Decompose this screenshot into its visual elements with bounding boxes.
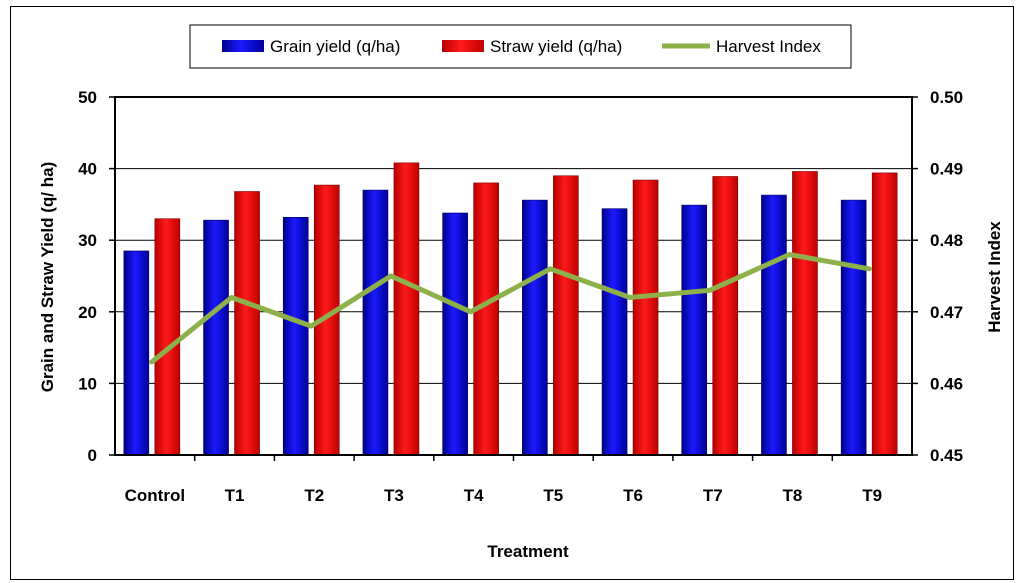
y2-tick-label: 0.49 bbox=[930, 160, 963, 179]
y2-tick-label: 0.50 bbox=[930, 88, 963, 107]
x-tick-label: T8 bbox=[783, 486, 803, 505]
legend-box bbox=[189, 24, 852, 69]
grain-yield-bar bbox=[601, 208, 628, 456]
y-tick-label: 30 bbox=[78, 231, 97, 250]
x-axis-title: Treatment bbox=[487, 542, 569, 561]
x-tick-label: T9 bbox=[862, 486, 882, 505]
grain-yield-bar bbox=[282, 216, 309, 456]
straw-yield-bar bbox=[473, 182, 499, 456]
x-axis-ticks: Control T1 T2 T3 T4 T5 T6 T7 T8 T9 bbox=[125, 455, 882, 505]
y-tick-label: 40 bbox=[78, 160, 97, 179]
y-tick-label: 20 bbox=[78, 303, 97, 322]
x-tick-label: T3 bbox=[384, 486, 404, 505]
y2-tick-label: 0.47 bbox=[930, 303, 963, 322]
right-axis-ticks: 0.45 0.46 0.47 0.48 0.49 0.50 bbox=[912, 88, 963, 465]
y2-tick-label: 0.48 bbox=[930, 231, 963, 250]
grain-yield-bar bbox=[761, 194, 787, 456]
x-tick-label: T4 bbox=[464, 486, 484, 505]
chart-frame bbox=[10, 6, 1014, 580]
grain-yield-bar bbox=[123, 250, 150, 456]
grain-yield-bar bbox=[442, 212, 468, 456]
legend-label-straw: Straw yield (q/ha) bbox=[490, 37, 622, 56]
y-axis-title: Grain and Straw Yield (q/ ha) bbox=[38, 162, 57, 393]
y-tick-label: 10 bbox=[78, 374, 97, 393]
left-axis-ticks: 0 10 20 30 40 50 bbox=[78, 88, 115, 465]
straw-yield-bar bbox=[234, 191, 260, 456]
x-tick-label: T1 bbox=[225, 486, 245, 505]
x-tick-label: Control bbox=[125, 486, 185, 505]
y2-tick-label: 0.46 bbox=[930, 374, 963, 393]
y-tick-label: 0 bbox=[88, 446, 97, 465]
y2-tick-label: 0.45 bbox=[930, 446, 963, 465]
harvest-index-series bbox=[149, 252, 872, 365]
grain-yield-bar bbox=[681, 204, 708, 456]
x-tick-label: T2 bbox=[304, 486, 324, 505]
bars bbox=[123, 162, 898, 456]
x-tick-label: T5 bbox=[543, 486, 563, 505]
legend-swatch-grain bbox=[222, 40, 264, 52]
legend-swatch-straw bbox=[442, 40, 484, 52]
x-tick-label: T7 bbox=[703, 486, 723, 505]
legend-label-grain: Grain yield (q/ha) bbox=[270, 37, 400, 56]
straw-yield-bar bbox=[792, 171, 818, 456]
grain-yield-bar bbox=[522, 199, 548, 456]
straw-yield-bar bbox=[871, 172, 898, 456]
x-tick-label: T6 bbox=[623, 486, 643, 505]
straw-yield-bar bbox=[712, 176, 739, 456]
straw-yield-bar bbox=[154, 218, 181, 456]
y2-axis-title: Harvest Index bbox=[985, 221, 1004, 333]
grain-yield-bar bbox=[203, 219, 229, 456]
straw-yield-bar bbox=[632, 179, 659, 456]
grain-yield-bar bbox=[362, 189, 389, 456]
straw-yield-bar bbox=[393, 162, 420, 456]
grain-yield-bar bbox=[840, 199, 867, 456]
harvest-index-line bbox=[149, 252, 872, 365]
straw-yield-bar bbox=[553, 175, 579, 456]
legend-label-harvest-index: Harvest Index bbox=[716, 37, 821, 56]
y-tick-label: 50 bbox=[78, 88, 97, 107]
legend: Grain yield (q/ha) Straw yield (q/ha) Ha… bbox=[189, 24, 852, 69]
